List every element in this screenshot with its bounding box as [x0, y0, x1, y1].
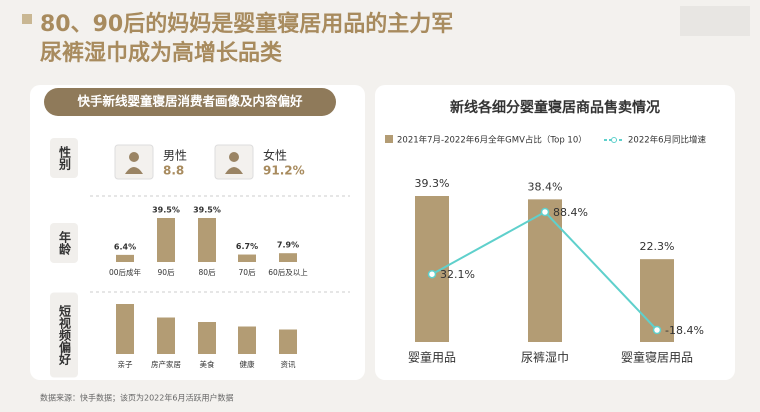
category-label: 00后成年: [109, 267, 142, 277]
title-line: 尿裤湿巾成为高增长品类: [40, 40, 283, 66]
x-category: 婴童寝居用品: [621, 350, 693, 365]
person-icon: [225, 167, 243, 174]
bar: [198, 322, 216, 354]
line-point: [427, 269, 437, 279]
legend-marker: [611, 137, 617, 143]
legend-label: 2021年7月-2022年6月全年GMV占比（Top 10）: [397, 135, 587, 146]
gender-value: 8.8: [163, 164, 184, 178]
value-label: 22.3%: [640, 240, 675, 253]
value-label: 39.5%: [193, 206, 221, 215]
panel-title: 快手新线婴童寝居消费者画像及内容偏好: [77, 94, 303, 109]
category-label: 资讯: [281, 359, 296, 369]
row-label: 性别: [58, 145, 72, 171]
x-category: 尿裤湿巾: [521, 350, 569, 365]
row-label: 年龄: [58, 230, 72, 256]
value-label: 38.4%: [528, 180, 563, 193]
legend-label: 2022年6月同比增速: [628, 135, 707, 146]
line-point: [540, 207, 550, 217]
line-label: 88.4%: [553, 206, 588, 219]
row-label: 短视频偏好: [58, 304, 72, 366]
gender-value: 91.2%: [263, 164, 305, 178]
category-label: 房产家居: [151, 359, 181, 369]
logo-placeholder: [680, 6, 750, 36]
bar: [279, 329, 297, 354]
category-label: 健康: [240, 359, 255, 369]
line-point: [652, 325, 662, 335]
person-icon: [125, 167, 143, 174]
bar: [116, 254, 134, 262]
row-label-box: [50, 223, 78, 263]
value-label: 6.7%: [236, 242, 258, 251]
person-icon: [229, 152, 239, 162]
gender-label: 男性: [163, 149, 187, 163]
category-label: 90后: [157, 267, 175, 277]
line-label: -18.4%: [665, 324, 704, 337]
gender-label: 女性: [263, 148, 287, 163]
chart-title: 新线各细分婴童寝居商品售卖情况: [450, 99, 660, 116]
bar: [238, 326, 256, 354]
title-bullet: [22, 14, 32, 24]
line-label: 32.1%: [440, 268, 475, 281]
bar: [157, 218, 175, 262]
category-label: 亲子: [118, 359, 133, 369]
title-line: 80、90后的妈妈是婴童寝居用品的主力军: [40, 11, 453, 37]
category-label: 80后: [198, 267, 216, 277]
panel-pill: [44, 88, 336, 116]
value-label: 39.5%: [152, 206, 180, 215]
category-label: 美食: [200, 359, 215, 369]
value-label: 39.3%: [415, 177, 450, 190]
x-category: 婴童用品: [408, 350, 456, 365]
bar: [279, 253, 297, 262]
bar: [157, 317, 175, 354]
value-label: 7.9%: [277, 241, 299, 250]
category-label: 60后及以上: [268, 267, 308, 277]
source: 数据来源：快手数据；该页为2022年6月活跃用户数据: [40, 393, 233, 403]
category-label: 70后: [238, 267, 256, 277]
value-label: 6.4%: [114, 242, 136, 251]
left-panel: [30, 85, 365, 380]
legend-swatch: [385, 135, 393, 143]
bar: [198, 218, 216, 262]
person-icon: [129, 152, 139, 162]
bar: [238, 254, 256, 262]
bar: [528, 199, 562, 342]
row-label-box: [50, 292, 78, 378]
bar: [116, 304, 134, 354]
row-label-box: [50, 138, 78, 178]
